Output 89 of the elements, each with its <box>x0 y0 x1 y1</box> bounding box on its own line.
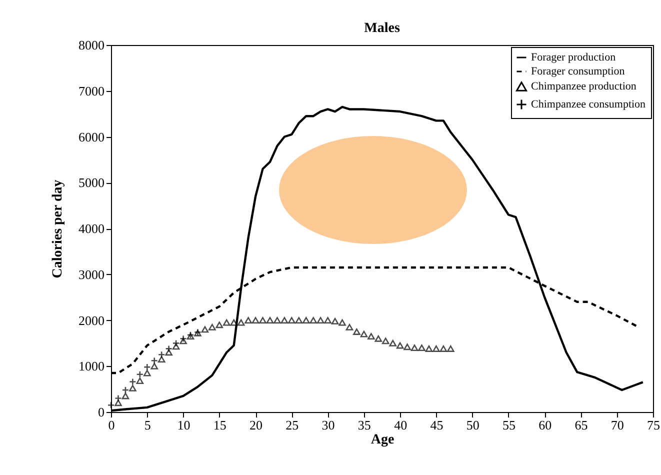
point <box>310 317 317 324</box>
x-tick-label: 65 <box>574 418 588 432</box>
x-tick-label: 60 <box>538 418 552 432</box>
legend-label: Forager consumption <box>531 66 626 78</box>
chart-title: Males <box>364 21 400 36</box>
point <box>316 317 324 324</box>
point <box>165 345 172 352</box>
point <box>129 384 136 392</box>
legend-label: Forager production <box>531 52 616 64</box>
y-tick-label: 5000 <box>78 175 104 190</box>
point <box>353 328 360 335</box>
x-tick-label: 45 <box>430 418 444 432</box>
x-tick-label: 10 <box>177 418 190 432</box>
point <box>122 392 130 400</box>
point <box>410 344 418 352</box>
y-tick-label: 4000 <box>78 221 104 236</box>
y-axis-title: Calories per day <box>50 180 66 278</box>
point <box>222 319 230 326</box>
y-tick-label: 2000 <box>78 312 104 328</box>
point <box>259 317 266 324</box>
point <box>389 340 396 346</box>
point <box>447 345 454 352</box>
point <box>346 324 354 330</box>
point <box>440 345 448 352</box>
x-tick-label: 5 <box>144 418 151 432</box>
point <box>208 324 216 330</box>
point <box>418 344 426 352</box>
y-tick-label: 8000 <box>78 38 104 52</box>
point <box>158 351 166 358</box>
y-tick-label: 1000 <box>78 358 104 374</box>
point <box>143 370 151 376</box>
x-tick-label: 0 <box>108 418 115 432</box>
x-tick-label: 15 <box>213 418 226 432</box>
point <box>136 378 144 384</box>
x-tick-label: 20 <box>250 418 263 432</box>
point <box>382 338 390 344</box>
y-tick-label: 3000 <box>78 266 104 282</box>
point <box>150 356 158 364</box>
x-tick-label: 40 <box>394 418 408 432</box>
point <box>324 317 332 324</box>
point <box>360 330 368 338</box>
point <box>136 370 144 378</box>
x-tick-label: 70 <box>610 418 624 432</box>
point <box>280 317 288 324</box>
x-tick-label: 25 <box>286 418 299 432</box>
legend-label: Chimpanzee production <box>531 80 637 92</box>
point <box>368 333 375 340</box>
point <box>252 317 260 324</box>
point <box>180 334 187 342</box>
x-tick-label: 50 <box>466 418 480 432</box>
point <box>129 378 136 386</box>
point <box>158 356 166 362</box>
point <box>172 343 180 350</box>
point <box>425 345 433 352</box>
point <box>143 363 151 371</box>
y-tick-label: 7000 <box>78 83 104 98</box>
y-tick-label: 6000 <box>78 129 104 144</box>
point <box>404 344 411 350</box>
point <box>396 342 404 349</box>
point <box>338 319 346 326</box>
y-tick-label: 0 <box>98 404 104 420</box>
x-axis-title: Age <box>370 432 394 448</box>
point <box>114 394 122 402</box>
point <box>237 319 245 326</box>
point <box>274 317 281 324</box>
point <box>288 317 296 324</box>
point <box>230 319 238 326</box>
point <box>165 349 172 356</box>
point <box>331 318 339 324</box>
point <box>180 338 187 344</box>
point <box>114 400 122 406</box>
point <box>302 317 310 324</box>
point <box>122 386 130 394</box>
point <box>266 317 274 324</box>
point <box>374 335 382 342</box>
point <box>150 362 158 370</box>
point <box>216 322 224 328</box>
x-tick-label: 55 <box>502 418 516 432</box>
x-tick-label: 35 <box>358 418 371 432</box>
legend-label: Chimpanzee consumption <box>531 98 646 110</box>
point <box>244 317 252 324</box>
point <box>201 326 209 333</box>
x-tick-label: 30 <box>322 418 335 432</box>
point <box>432 345 440 352</box>
point <box>186 333 194 340</box>
point <box>172 340 180 347</box>
point <box>295 317 303 324</box>
point <box>186 331 194 339</box>
x-tick-label: 75 <box>647 418 660 432</box>
